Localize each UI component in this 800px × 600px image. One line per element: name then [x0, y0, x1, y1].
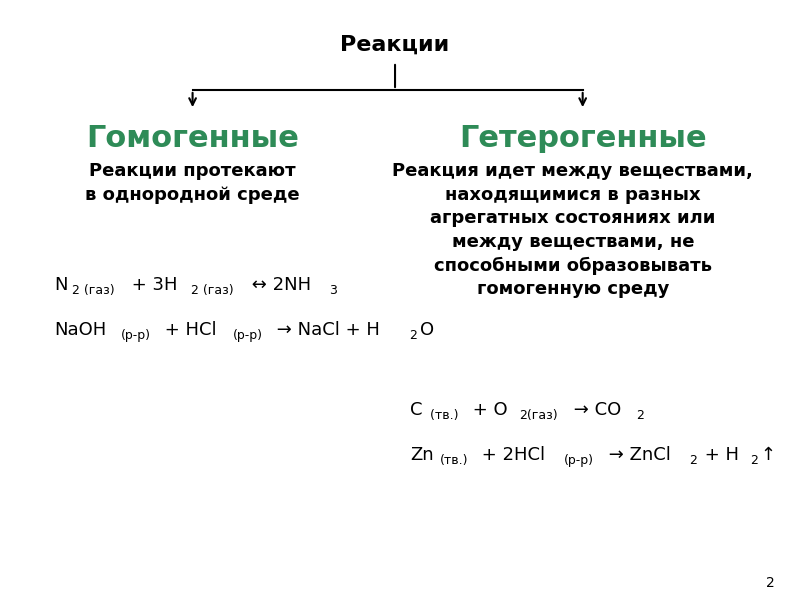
Text: → ZnCl: → ZnCl [602, 446, 670, 464]
Text: ↔ 2NH: ↔ 2NH [246, 276, 311, 294]
Text: (тв.): (тв.) [426, 409, 458, 422]
Text: + 3H: + 3H [126, 276, 178, 294]
Text: NaOH: NaOH [54, 321, 106, 339]
Text: Реакции протекают
в однородной среде: Реакции протекают в однородной среде [86, 162, 300, 203]
Text: → CO: → CO [568, 401, 622, 419]
Text: 2: 2 [750, 454, 758, 467]
Text: O: O [419, 321, 434, 339]
Text: + O: + O [467, 401, 508, 419]
Text: C: C [410, 401, 422, 419]
Text: Реакции: Реакции [341, 35, 450, 55]
Text: (р-р): (р-р) [564, 454, 594, 467]
Text: N: N [54, 276, 68, 294]
Text: Гомогенные: Гомогенные [86, 124, 299, 153]
Text: 2(газ): 2(газ) [519, 409, 558, 422]
Text: + HCl: + HCl [159, 321, 217, 339]
Text: + 2HCl: + 2HCl [476, 446, 546, 464]
Text: (тв.): (тв.) [440, 454, 469, 467]
Text: 2: 2 [766, 576, 775, 590]
Text: (р-р): (р-р) [121, 329, 151, 342]
Text: 2 (газ): 2 (газ) [71, 284, 114, 297]
Text: (р-р): (р-р) [233, 329, 262, 342]
Text: Гетерогенные: Гетерогенные [459, 124, 706, 153]
Text: Zn: Zn [410, 446, 434, 464]
Text: 2: 2 [689, 454, 697, 467]
Text: Реакция идет между веществами,
находящимися в разных
агрегатных состояниях или
м: Реакция идет между веществами, находящим… [392, 162, 754, 298]
Text: + H: + H [699, 446, 739, 464]
Text: 3: 3 [329, 284, 337, 297]
Text: ↑: ↑ [760, 446, 775, 464]
Text: 2: 2 [410, 329, 418, 342]
Text: → NaCl + H: → NaCl + H [270, 321, 380, 339]
Text: 2: 2 [636, 409, 644, 422]
Text: 2 (газ): 2 (газ) [191, 284, 234, 297]
